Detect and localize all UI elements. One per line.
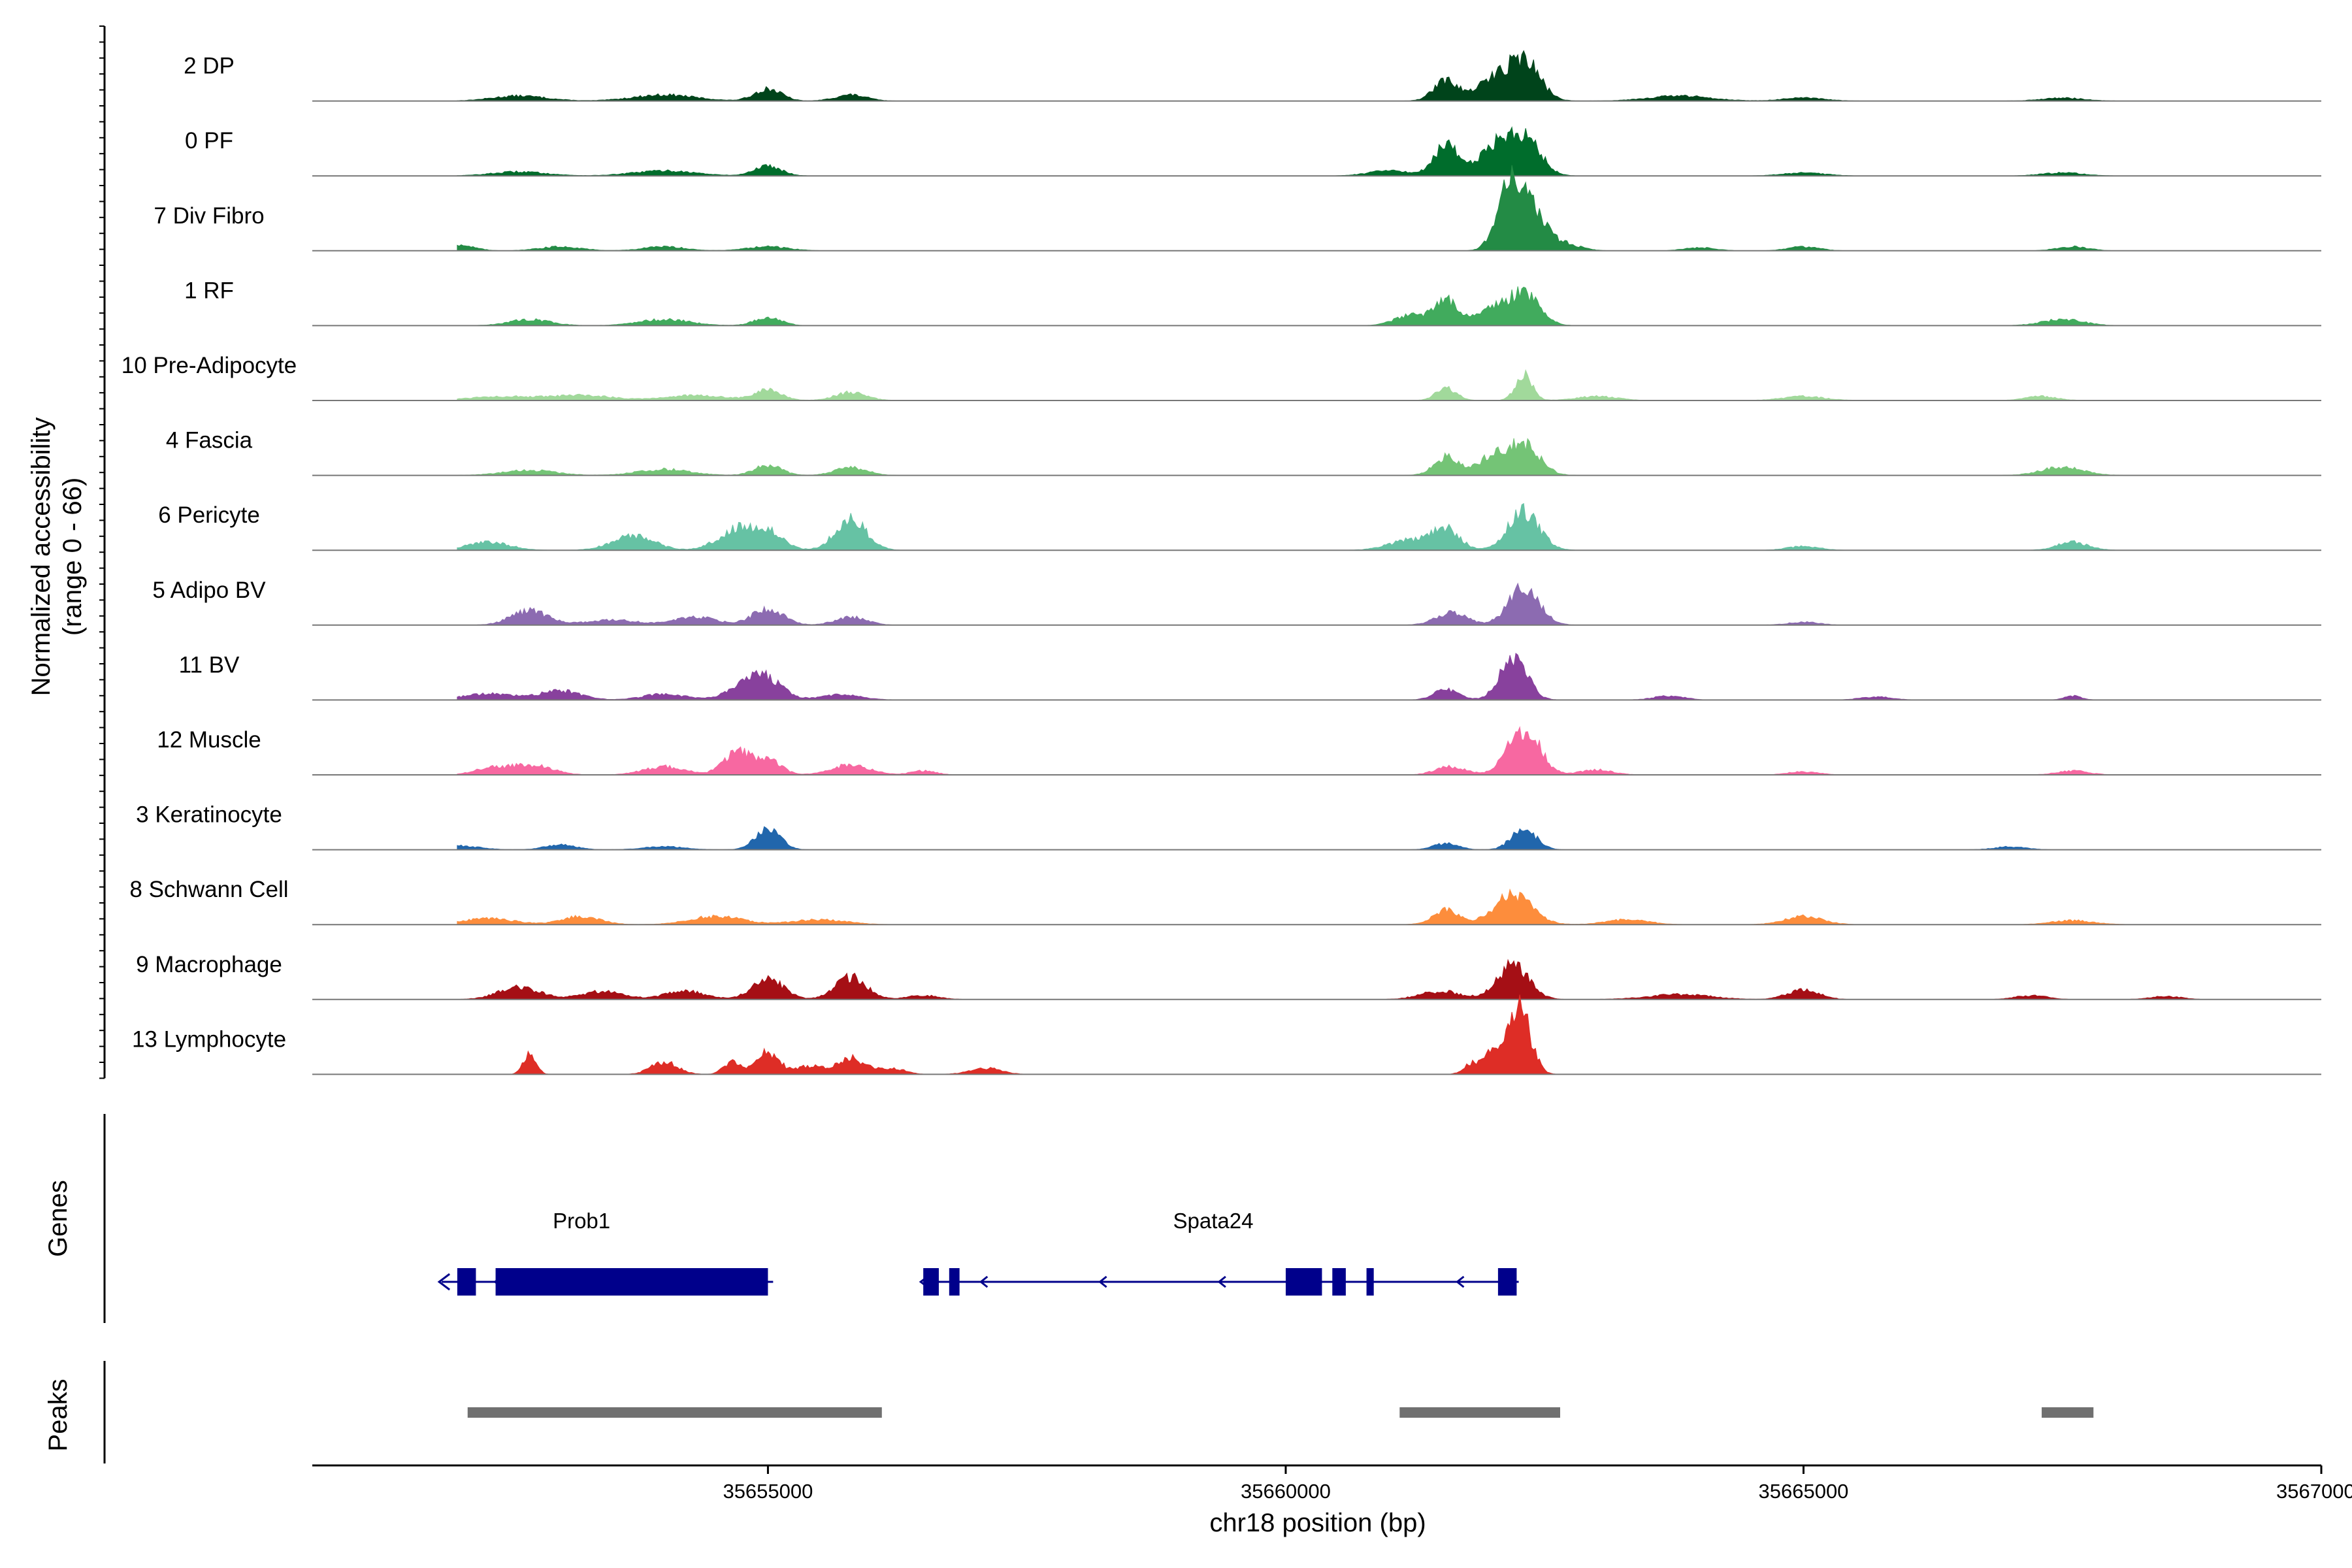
track-label: 1 RF <box>184 278 234 303</box>
genes-track-label: Genes <box>44 1180 73 1257</box>
peaks-track-label: Peaks <box>44 1379 73 1451</box>
coverage-track: 0 PF <box>185 126 2321 177</box>
coverage-area <box>457 126 2229 176</box>
track-label: 11 BV <box>179 652 240 678</box>
x-tick-label: 35655000 <box>723 1480 813 1503</box>
coverage-area <box>457 888 2229 925</box>
track-label: 6 Pericyte <box>158 502 260 528</box>
x-tick-label: 35665000 <box>1759 1480 1849 1503</box>
coverage-track: 7 Div Fibro <box>154 165 2321 252</box>
x-tick-label: 35670000 <box>2276 1480 2352 1503</box>
gene-model: Spata24 <box>919 1209 1519 1296</box>
exon-block <box>495 1268 768 1296</box>
coverage-area <box>457 826 2229 851</box>
track-label: 5 Adipo BV <box>152 578 266 603</box>
coverage-track: 3 Keratinocyte <box>136 802 2321 851</box>
track-label: 3 Keratinocyte <box>136 802 282 828</box>
exon-block <box>1497 1268 1517 1296</box>
track-label: 12 Muscle <box>157 727 261 753</box>
coverage-track: 6 Pericyte <box>158 502 2321 551</box>
y-axis <box>99 25 106 1463</box>
coverage-track: 10 Pre-Adipocyte <box>122 353 2321 401</box>
coverage-area <box>457 958 2229 1000</box>
coverage-area <box>457 582 2229 626</box>
coverage-area <box>457 653 2229 700</box>
track-label: 13 Lymphocyte <box>132 1026 286 1052</box>
coverage-track: 13 Lymphocyte <box>132 994 2321 1075</box>
coverage-track: 2 DP <box>184 50 2321 102</box>
gene-label: Prob1 <box>553 1209 610 1233</box>
peaks-track <box>467 1407 2094 1418</box>
coverage-tracks: 2 DP 0 PF 7 Div Fibro 1 RF 10 Pre-Adipocyte 4… <box>122 50 2321 1075</box>
coverage-track: 8 Schwann Cell <box>129 877 2321 926</box>
coverage-area <box>457 438 2229 476</box>
coverage-area <box>457 286 2229 326</box>
coverage-area <box>457 50 2229 102</box>
y-axis-title-line1: Normalized accessibility <box>27 417 56 696</box>
gene-model: Prob1 <box>437 1209 774 1296</box>
exon-block <box>1332 1268 1346 1296</box>
x-axis-title: chr18 position (bp) <box>1209 1509 1426 1537</box>
track-label: 0 PF <box>185 128 233 154</box>
strand-arrow <box>1098 1275 1107 1288</box>
coverage-track: 1 RF <box>184 278 2321 327</box>
coverage-track: 9 Macrophage <box>136 952 2321 1000</box>
exon-block <box>457 1268 476 1296</box>
coverage-area <box>457 994 2229 1075</box>
strand-arrow <box>437 1273 451 1291</box>
coverage-track: 5 Adipo BV <box>152 578 2321 626</box>
exon-block <box>949 1268 960 1296</box>
strand-arrow <box>1217 1275 1226 1288</box>
peak-region <box>467 1407 882 1418</box>
gene-label: Spata24 <box>1173 1209 1254 1233</box>
coverage-track: 12 Muscle <box>157 726 2321 776</box>
exon-block <box>1366 1268 1374 1296</box>
x-tick-label: 35660000 <box>1241 1480 1331 1503</box>
track-label: 4 Fascia <box>166 428 253 453</box>
coverage-track: 4 Fascia <box>166 428 2321 476</box>
peak-region <box>1399 1407 1560 1418</box>
strand-arrow <box>979 1275 988 1288</box>
coverage-area <box>457 165 2229 252</box>
coverage-track: 11 BV <box>179 652 2321 701</box>
strand-arrow <box>1456 1275 1465 1288</box>
exon-block <box>923 1268 939 1296</box>
track-label: 2 DP <box>184 54 235 79</box>
track-label: 10 Pre-Adipocyte <box>122 353 297 378</box>
exon-block <box>1285 1268 1322 1296</box>
coverage-area <box>457 368 2229 401</box>
track-label: 7 Div Fibro <box>154 203 264 229</box>
coverage-area <box>457 502 2229 551</box>
x-axis: 35655000 35660000 35665000 35670000 <box>312 1464 2352 1503</box>
track-label: 8 Schwann Cell <box>129 877 288 902</box>
y-axis-title-line2: (range 0 - 66) <box>58 478 87 636</box>
coverage-area <box>457 726 2229 776</box>
peak-region <box>2042 1407 2094 1418</box>
genes-track: Prob1 Spata24 <box>437 1209 1519 1296</box>
track-label: 9 Macrophage <box>136 952 282 977</box>
